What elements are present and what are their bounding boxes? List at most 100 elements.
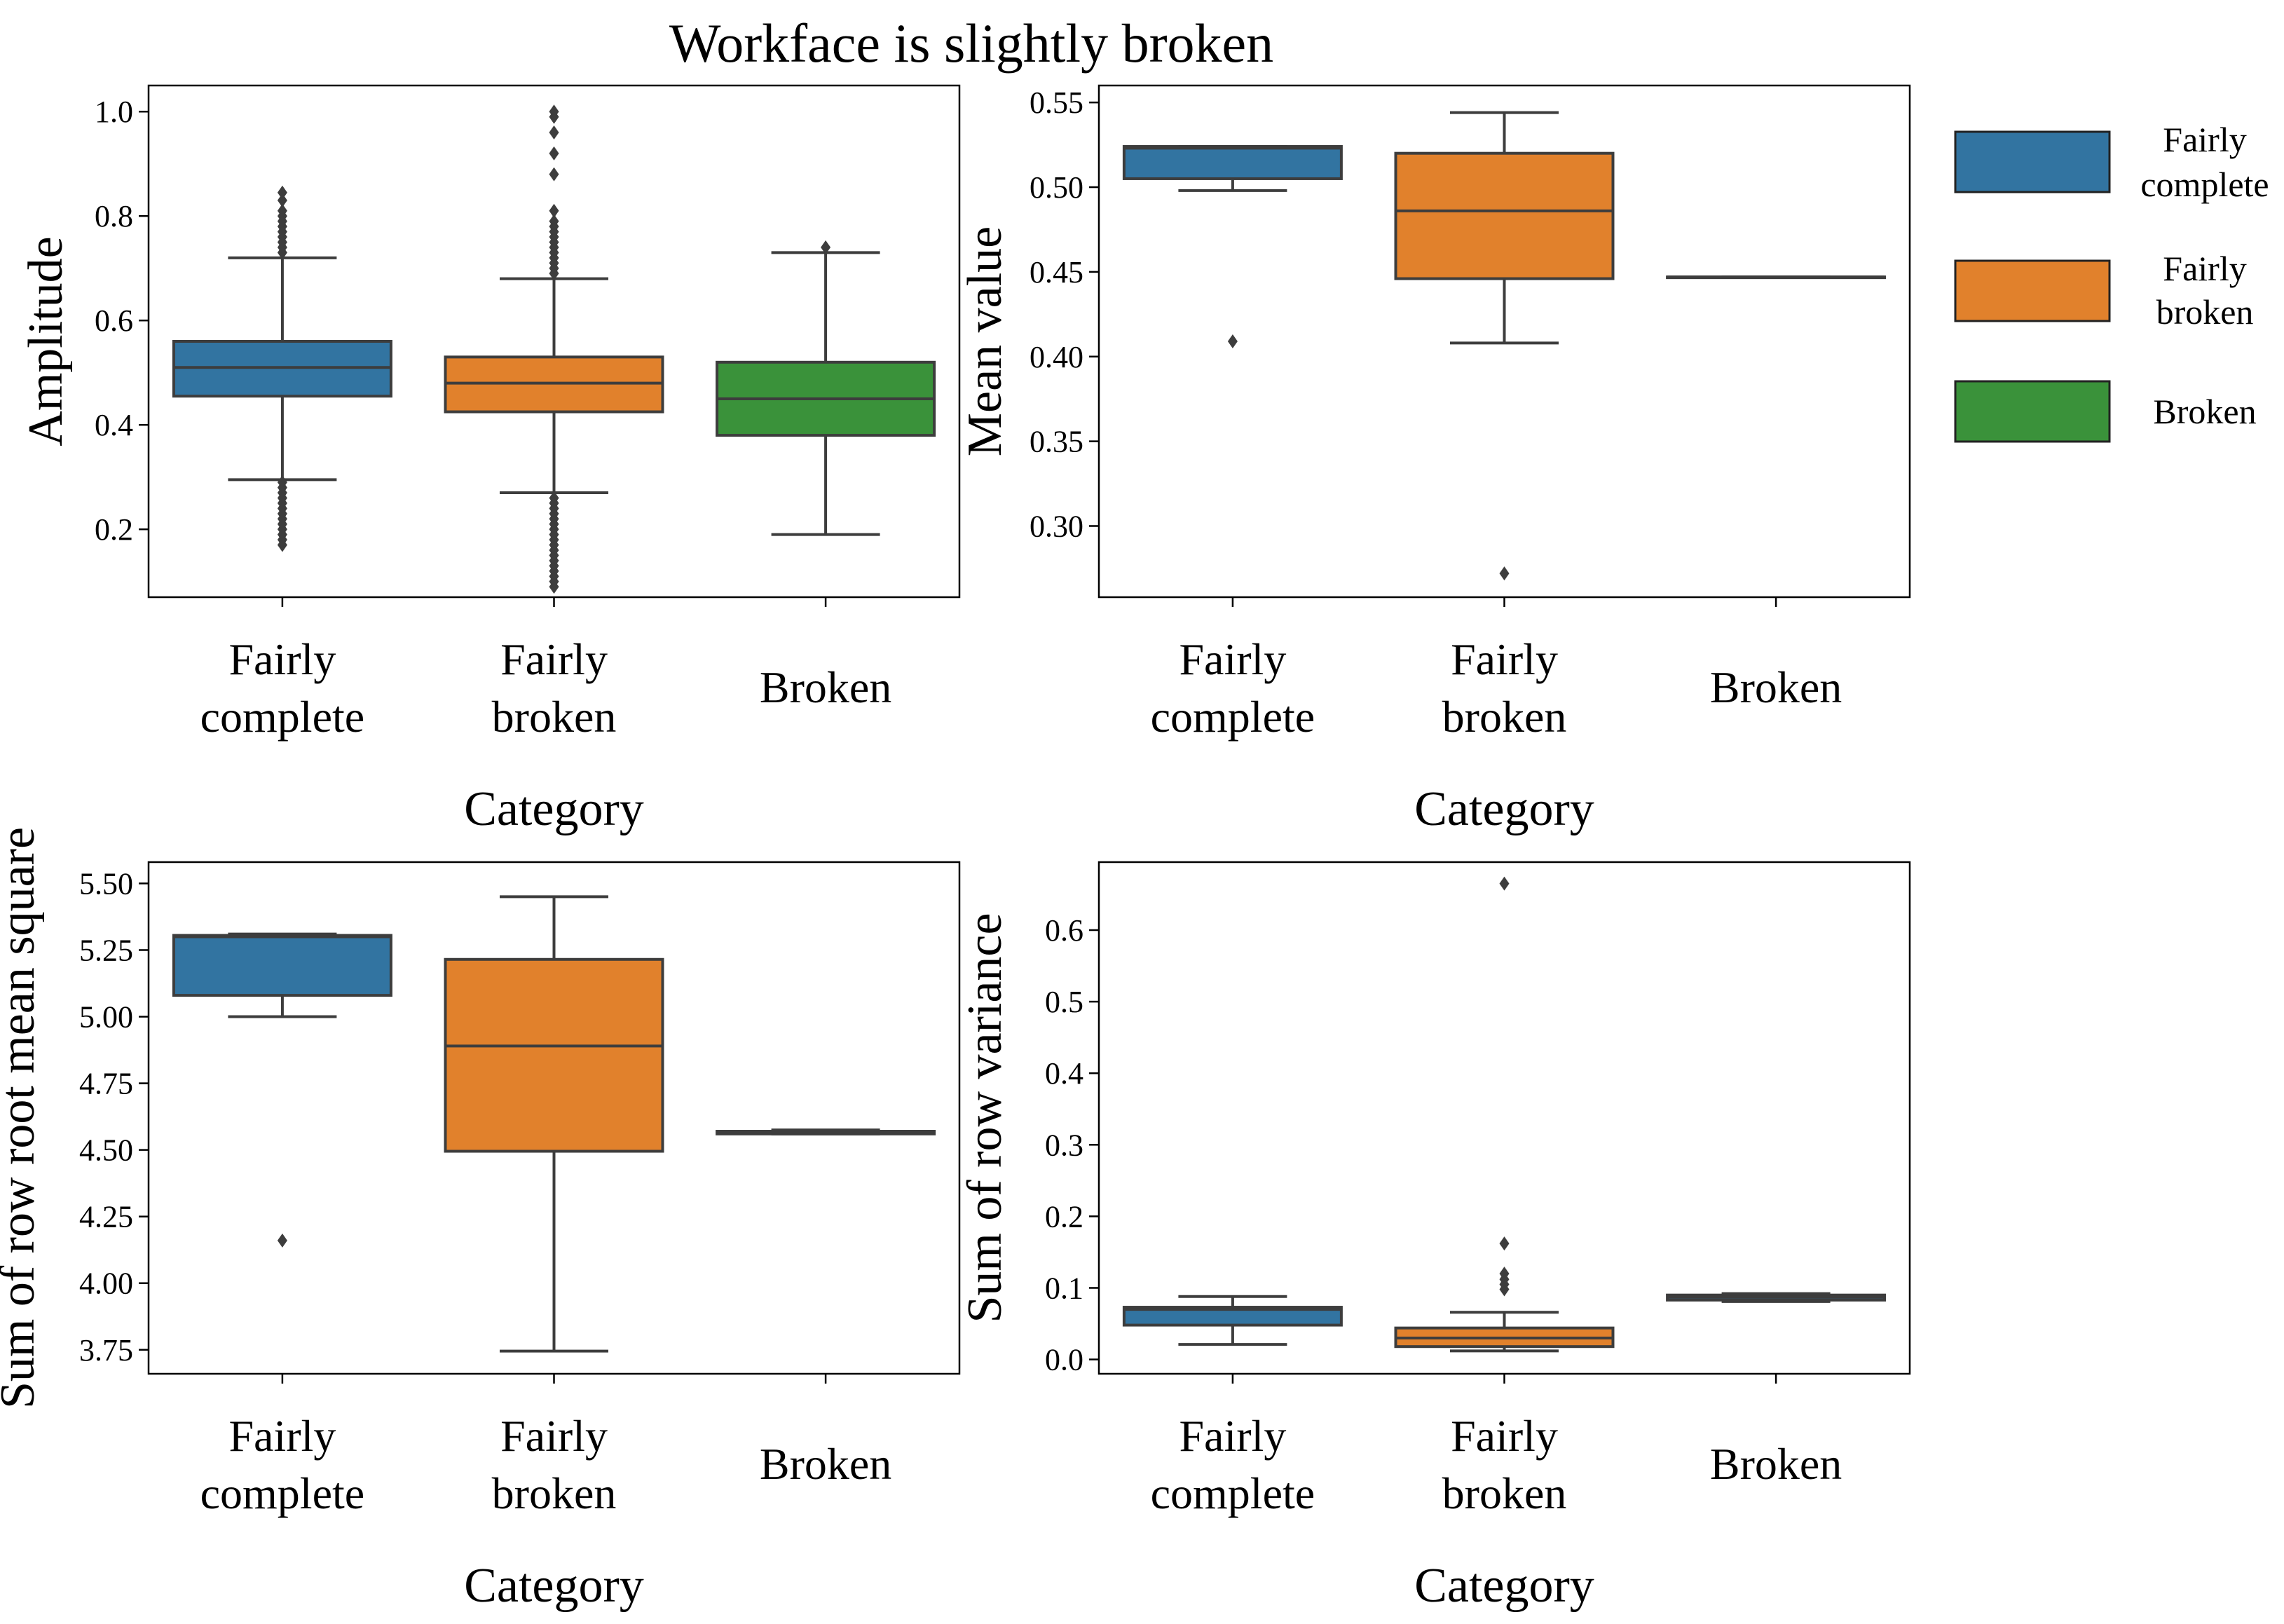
- y-axis-label: Mean value: [958, 226, 1012, 456]
- y-tick-label: 0.3: [1045, 1128, 1083, 1162]
- iqr-box: [1122, 145, 1343, 180]
- box-fairly-complete: [172, 185, 392, 552]
- legend-label-line2: complete: [2140, 165, 2269, 204]
- outlier-point: [277, 185, 287, 200]
- y-tick-label: 0.5: [1045, 985, 1083, 1019]
- y-tick-label: 5.25: [79, 933, 133, 967]
- legend-entry-1: Fairly complete: [1954, 120, 2269, 204]
- x-tick-label-line2: complete: [200, 1468, 365, 1518]
- iqr-box: [444, 957, 664, 1153]
- outlier-point: [1499, 1267, 1510, 1281]
- y-tick-label: 0.35: [1030, 425, 1083, 459]
- legend-swatch: [1954, 130, 2111, 193]
- y-tick-label: 5.50: [79, 866, 133, 901]
- outlier-point: [1499, 566, 1510, 581]
- y-tick-label: 0.50: [1030, 170, 1083, 205]
- y-axis-label: Sum of row root mean square: [0, 827, 45, 1409]
- y-tick-label: 0.6: [1045, 913, 1083, 948]
- y-tick-label: 0.2: [95, 512, 133, 547]
- x-tick-label-line1: Fairly: [1451, 1411, 1558, 1461]
- box-fairly-complete: [1122, 145, 1343, 348]
- x-tick-label-line1: Fairly: [1179, 1411, 1286, 1461]
- x-tick-label-line2: broken: [492, 692, 617, 742]
- box-fairly-complete: [1122, 1295, 1343, 1346]
- y-tick-label: 0.4: [1045, 1056, 1083, 1091]
- outlier-point: [277, 193, 287, 207]
- x-tick-label-line2: broken: [492, 1468, 617, 1518]
- y-tick-label: 4.25: [79, 1200, 133, 1234]
- outlier-point: [549, 167, 559, 182]
- legend-label-line1: Fairly: [2163, 249, 2246, 288]
- panel-amplitude: 0.2 0.4 0.6 0.8 1.0 Amplitude Fairly complete Fa…: [19, 84, 961, 836]
- y-tick-label: 0.0: [1045, 1343, 1083, 1377]
- y-tick-label: 0.1: [1045, 1271, 1083, 1305]
- iqr-box: [172, 934, 392, 997]
- outlier-point: [277, 203, 287, 218]
- legend-label-line1: Fairly: [2163, 120, 2246, 159]
- outlier-point: [277, 475, 287, 490]
- box-broken: [1666, 275, 1887, 280]
- x-tick-label-line1: Fairly: [500, 634, 608, 684]
- y-axis-label: Sum of row variance: [958, 913, 1012, 1323]
- y-tick-label: 3.75: [79, 1333, 133, 1367]
- y-tick-label: 0.4: [95, 408, 133, 442]
- y-tick-label: 0.45: [1030, 255, 1083, 289]
- legend-swatch: [1954, 259, 2111, 322]
- outlier-point: [277, 1233, 287, 1248]
- x-tick-label: Broken: [1710, 1439, 1842, 1489]
- x-tick-label-line2: broken: [1442, 692, 1567, 742]
- x-tick-label-line2: complete: [200, 692, 365, 742]
- box-broken: [716, 1128, 936, 1135]
- x-axis-label: Category: [1414, 782, 1594, 836]
- x-tick-label-line1: Fairly: [500, 1411, 608, 1461]
- x-axis-label: Category: [464, 782, 644, 836]
- outlier-point: [1499, 876, 1510, 891]
- box-fairly-broken: [1394, 876, 1615, 1353]
- iqr-box: [1394, 151, 1615, 280]
- panel-rms: 3.75 4.00 4.25 4.50 4.75 5.00 5.25 5.50 Sum of r…: [0, 827, 961, 1613]
- panel-variance: 0.0 0.1 0.2 0.3 0.4 0.5 0.6 Sum of row variance…: [958, 861, 1911, 1613]
- legend-entry-2: Fairly broken: [1954, 249, 2254, 332]
- y-tick-label: 0.40: [1030, 340, 1083, 374]
- outlier-point: [549, 146, 559, 161]
- outlier-point: [549, 125, 559, 140]
- x-tick-label-line2: complete: [1151, 692, 1315, 742]
- x-tick-label-line2: broken: [1442, 1468, 1567, 1518]
- box-broken: [716, 240, 936, 536]
- y-tick-label: 1.0: [95, 95, 133, 129]
- y-tick-label: 4.75: [79, 1067, 133, 1101]
- outlier-point: [821, 240, 831, 254]
- y-tick-label: 5.00: [79, 1000, 133, 1035]
- x-tick-label-line1: Fairly: [228, 1411, 336, 1461]
- y-axis-label: Amplitude: [19, 236, 73, 446]
- figure-title: Workface is slightly broken: [669, 13, 1273, 74]
- x-axis-label: Category: [464, 1559, 644, 1613]
- x-tick-label-line1: Fairly: [1179, 634, 1286, 684]
- y-tick-label: 0.55: [1030, 86, 1083, 120]
- legend-label-line2: broken: [2156, 292, 2254, 332]
- x-tick-label-line1: Fairly: [228, 634, 336, 684]
- y-tick-label: 0.2: [1045, 1199, 1083, 1234]
- box-fairly-broken: [444, 895, 664, 1353]
- panels: 0.2 0.4 0.6 0.8 1.0 Amplitude Fairly complete Fa…: [0, 84, 1911, 1613]
- panel-mean_value: 0.30 0.35 0.40 0.45 0.50 0.55 Mean value Fairly…: [958, 84, 1911, 836]
- outlier-point: [549, 214, 559, 228]
- x-tick-label: Broken: [760, 662, 891, 712]
- y-tick-label: 4.50: [79, 1133, 133, 1168]
- y-tick-label: 0.8: [95, 199, 133, 233]
- y-tick-label: 4.00: [79, 1267, 133, 1301]
- outlier-point: [1227, 334, 1238, 348]
- legend-label: Broken: [2153, 392, 2256, 431]
- outlier-point: [549, 491, 559, 505]
- y-tick-label: 0.6: [95, 303, 133, 338]
- x-axis-label: Category: [1414, 1559, 1594, 1613]
- box-fairly-broken: [1394, 111, 1615, 581]
- legend: Fairly complete Fairly broken Broken: [1954, 120, 2269, 443]
- x-tick-label-line2: complete: [1151, 1468, 1315, 1518]
- outlier-point: [549, 104, 559, 119]
- x-tick-label: Broken: [1710, 662, 1842, 712]
- y-tick-label: 0.30: [1030, 509, 1083, 543]
- x-tick-label-line1: Fairly: [1451, 634, 1558, 684]
- box-broken: [1666, 1292, 1887, 1303]
